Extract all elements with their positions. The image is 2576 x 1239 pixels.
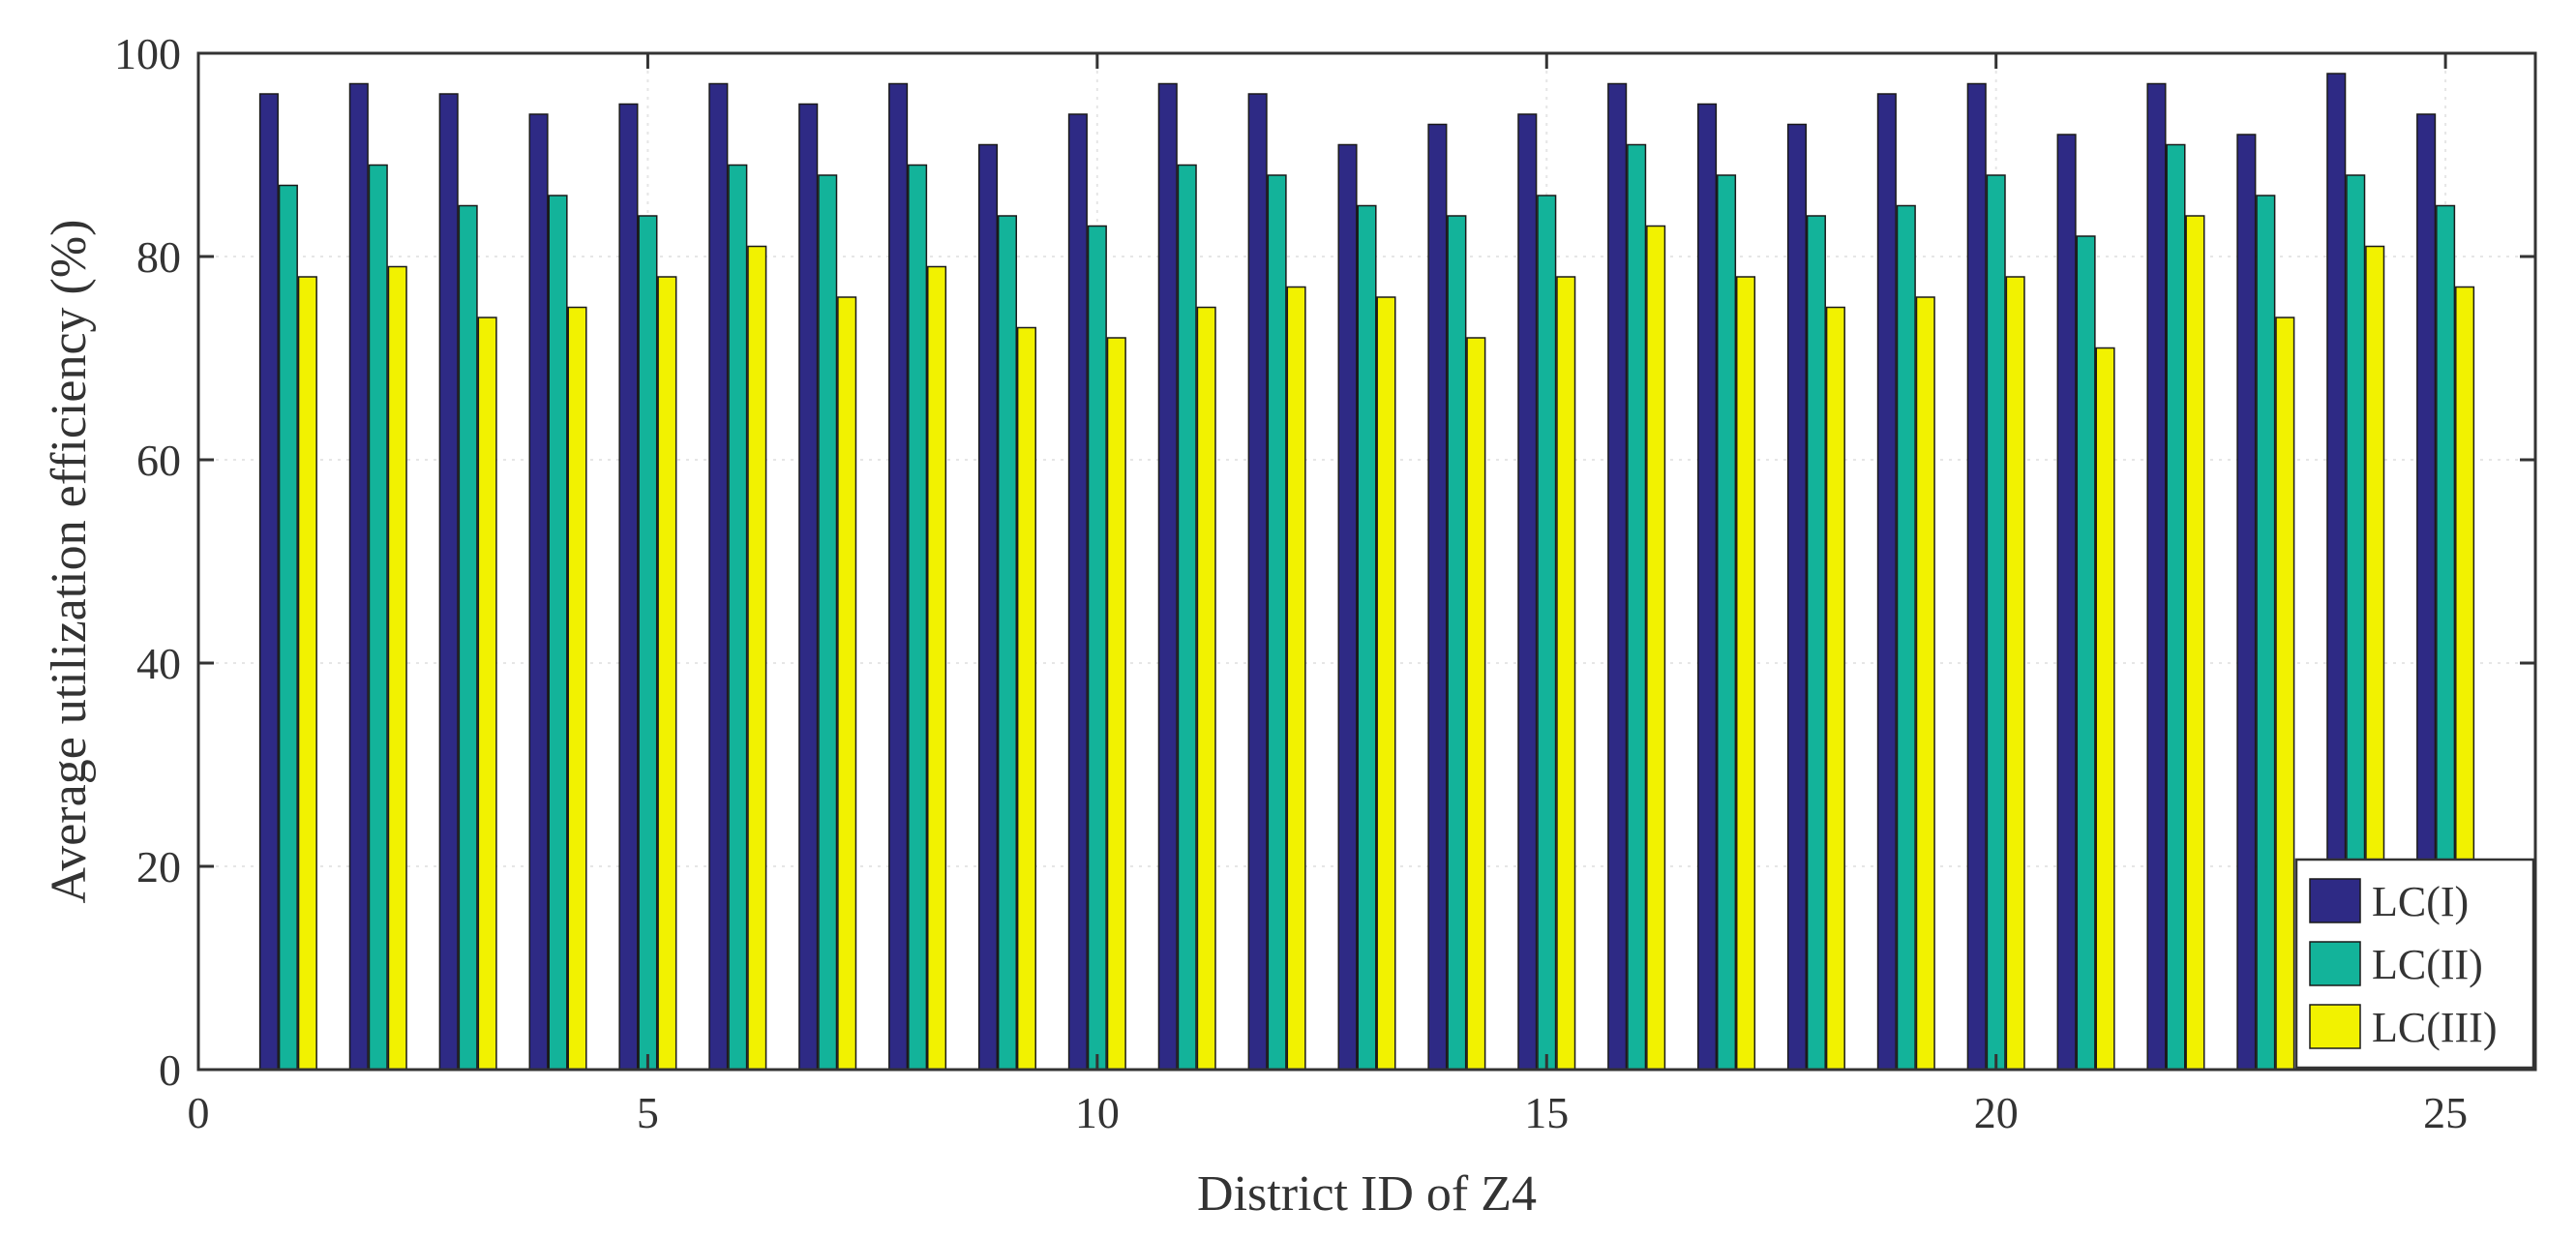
bar-lciii-8 [927,265,947,1071]
bar-lcii-17 [1717,174,1737,1071]
bar-lciii-4 [567,306,587,1071]
bar-lciii-19 [1915,296,1935,1071]
legend-label: LC(II) [2372,941,2483,988]
bar-lciii-10 [1106,337,1126,1071]
bar-lciii-21 [2095,347,2115,1071]
bar-lciii-6 [747,245,767,1071]
bar-lcii-5 [638,215,658,1071]
x-tick-label: 20 [1974,1088,2019,1137]
bar-lcii-15 [1537,195,1557,1071]
x-tick-label: 0 [188,1088,210,1137]
bar-lciii-9 [1016,326,1036,1071]
bar-lciii-3 [477,317,497,1071]
bar-lci-23 [2236,134,2257,1071]
bar-lci-16 [1607,82,1628,1071]
bar-lciii-14 [1466,337,1486,1071]
bar-lciii-18 [1825,306,1845,1071]
bar-lci-4 [528,113,549,1071]
x-tick-label: 15 [1524,1088,1569,1137]
bar-lci-12 [1247,93,1268,1071]
bar-lciii-16 [1646,225,1666,1071]
bar-lcii-1 [278,184,298,1071]
bar-lciii-15 [1556,276,1576,1071]
bar-lcii-16 [1627,143,1647,1071]
bar-lcii-12 [1267,174,1287,1071]
bar-lciii-13 [1376,296,1396,1071]
bar-lcii-10 [1087,225,1107,1071]
legend-swatch [2309,878,2361,923]
bar-lciii-5 [657,276,677,1071]
bar-lcii-7 [818,174,838,1071]
bar-lciii-17 [1735,276,1756,1071]
bar-lci-15 [1517,113,1538,1071]
bar-lci-7 [798,103,819,1071]
bar-lci-9 [977,143,999,1071]
bar-lcii-13 [1357,204,1377,1071]
bar-lci-6 [708,82,729,1071]
bar-lci-22 [2146,82,2167,1071]
bar-lciii-22 [2185,215,2205,1071]
y-tick-label: 40 [136,639,181,688]
y-axis-label: Average utilization efficiency (%) [42,220,97,904]
bar-lcii-19 [1896,204,1916,1071]
plot-frame [196,51,2537,1072]
bar-lciii-20 [2005,276,2025,1071]
bar-lciii-1 [297,276,317,1071]
bar-lci-3 [438,93,459,1071]
legend-swatch [2309,941,2361,986]
x-tick-label: 25 [2423,1088,2468,1137]
bar-lciii-23 [2275,317,2295,1071]
bar-lcii-23 [2256,195,2276,1071]
y-tick-label: 100 [114,29,181,78]
y-tick-label: 0 [159,1045,181,1095]
bar-lcii-21 [2076,235,2096,1071]
legend: LC(I) LC(II) LC(III) [2294,858,2535,1070]
axis-ticks: 0 20 40 60 80 100 0 5 10 15 20 25 [114,29,2535,1137]
bar-lci-19 [1876,93,1897,1071]
bar-lci-1 [258,93,279,1071]
x-tick-label: 10 [1075,1088,1120,1137]
bar-lcii-2 [368,164,388,1071]
bar-lcii-22 [2166,143,2186,1071]
bar-lci-13 [1337,143,1358,1071]
bar-lci-21 [2056,134,2077,1071]
bar-lci-5 [618,103,639,1071]
bar-lciii-12 [1286,286,1306,1071]
legend-swatch [2309,1004,2361,1049]
y-tick-label: 60 [136,436,181,485]
bar-lciii-2 [387,265,407,1071]
bar-lci-11 [1157,82,1178,1071]
bar-lcii-3 [458,204,478,1071]
bar-lci-8 [888,82,909,1071]
bar-lci-10 [1067,113,1088,1071]
bar-lciii-7 [837,296,857,1071]
bars [258,73,2475,1071]
bar-lci-20 [1966,82,1987,1071]
bar-lcii-9 [997,215,1018,1071]
y-tick-label: 80 [136,232,181,282]
bar-lcii-6 [728,164,748,1071]
x-axis-label: District ID of Z4 [1197,1166,1537,1222]
bar-lciii-11 [1196,306,1216,1071]
bar-lcii-18 [1806,215,1826,1071]
bar-lci-17 [1697,103,1718,1071]
y-tick-label: 20 [136,842,181,891]
bar-lcii-14 [1447,215,1467,1071]
bar-lcii-20 [1986,174,2006,1071]
bar-lci-18 [1786,123,1807,1071]
bar-lci-2 [348,82,369,1071]
legend-label: LC(III) [2372,1004,2498,1051]
legend-label: LC(I) [2372,878,2469,925]
bar-lcii-11 [1177,164,1197,1071]
bar-lcii-8 [908,164,928,1071]
bar-lcii-4 [548,195,568,1071]
x-tick-label: 5 [637,1088,659,1137]
bar-lci-14 [1427,123,1448,1071]
